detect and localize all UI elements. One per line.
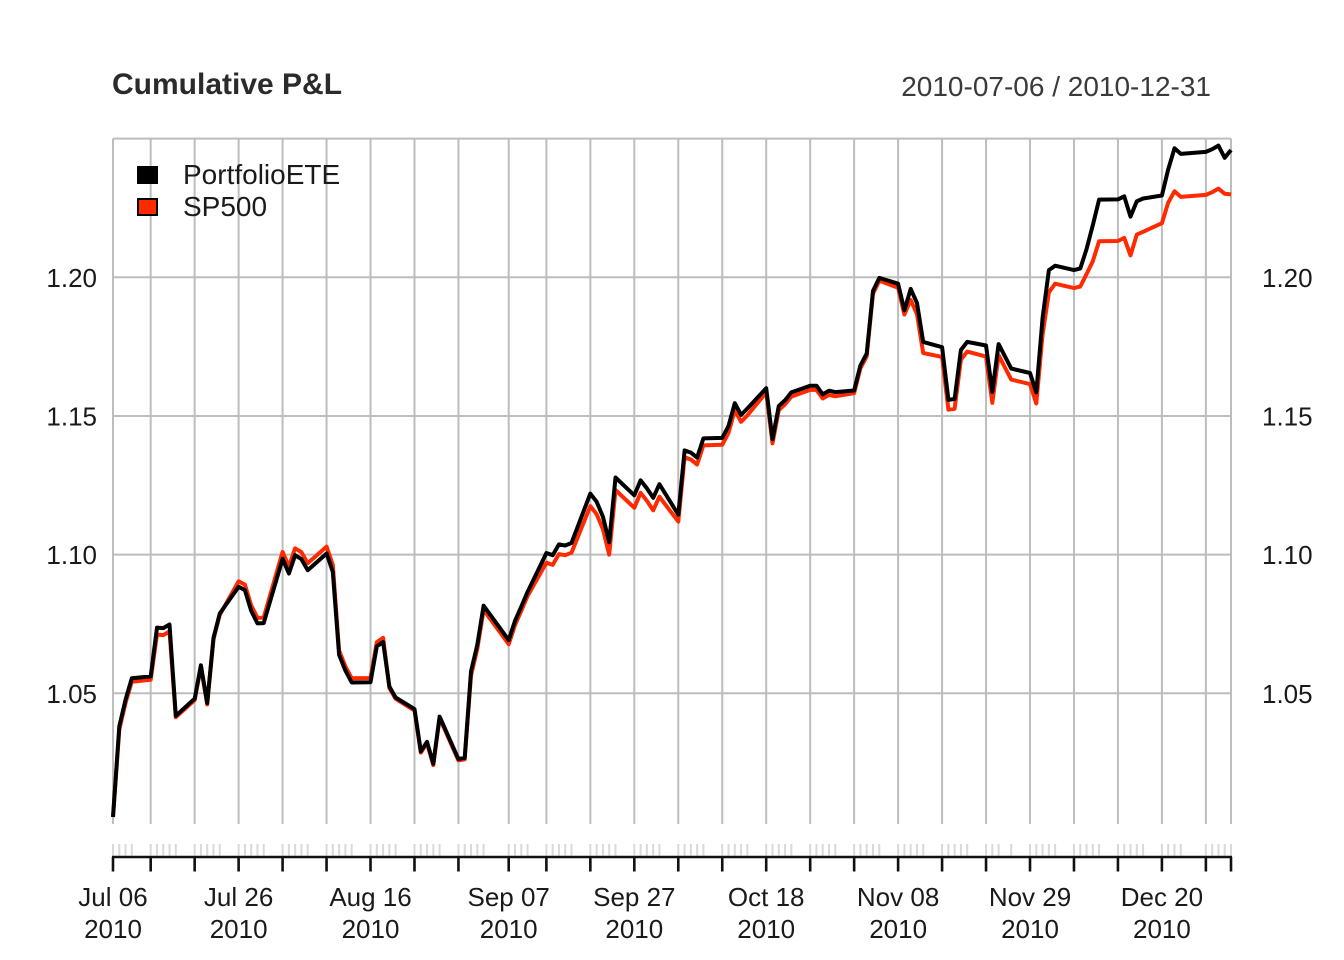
svg-text:Oct 18: Oct 18 — [728, 882, 805, 912]
svg-text:1.05: 1.05 — [46, 679, 97, 709]
svg-text:Aug 16: Aug 16 — [329, 882, 411, 912]
svg-text:1.15: 1.15 — [46, 401, 97, 431]
chart-legend: PortfolioETE SP500 — [137, 161, 340, 229]
legend-label-portfolioete: PortfolioETE — [183, 159, 341, 190]
chart-date-range: 2010-07-06 / 2010-12-31 — [901, 71, 1211, 102]
svg-text:Jul 06: Jul 06 — [78, 882, 147, 912]
svg-text:2010: 2010 — [480, 914, 538, 944]
svg-text:2010: 2010 — [605, 914, 663, 944]
svg-text:2010: 2010 — [1001, 914, 1059, 944]
svg-text:1.10: 1.10 — [1262, 540, 1313, 570]
svg-text:1.20: 1.20 — [1262, 263, 1313, 293]
svg-text:Dec 20: Dec 20 — [1121, 882, 1203, 912]
chart-title: Cumulative P&L — [112, 68, 343, 101]
svg-text:1.10: 1.10 — [46, 540, 97, 570]
svg-text:2010: 2010 — [210, 914, 268, 944]
svg-text:1.05: 1.05 — [1262, 679, 1313, 709]
svg-text:1.20: 1.20 — [46, 263, 97, 293]
sp500-swatch-icon — [137, 198, 158, 216]
svg-text:1.15: 1.15 — [1262, 401, 1313, 431]
svg-text:2010: 2010 — [737, 914, 795, 944]
svg-text:Nov 08: Nov 08 — [857, 882, 939, 912]
svg-text:Jul 26: Jul 26 — [204, 882, 273, 912]
svg-text:2010: 2010 — [84, 914, 142, 944]
legend-label-sp500: SP500 — [183, 191, 268, 222]
svg-text:Nov 29: Nov 29 — [989, 882, 1071, 912]
legend-item-sp500: SP500 — [137, 193, 340, 221]
portfolioete-swatch-icon — [137, 166, 158, 184]
svg-text:2010: 2010 — [342, 914, 400, 944]
svg-text:Sep 27: Sep 27 — [593, 882, 675, 912]
svg-text:Sep 07: Sep 07 — [467, 882, 549, 912]
svg-text:2010: 2010 — [869, 914, 927, 944]
legend-item-portfolioete: PortfolioETE — [137, 161, 340, 189]
svg-text:2010: 2010 — [1133, 914, 1191, 944]
